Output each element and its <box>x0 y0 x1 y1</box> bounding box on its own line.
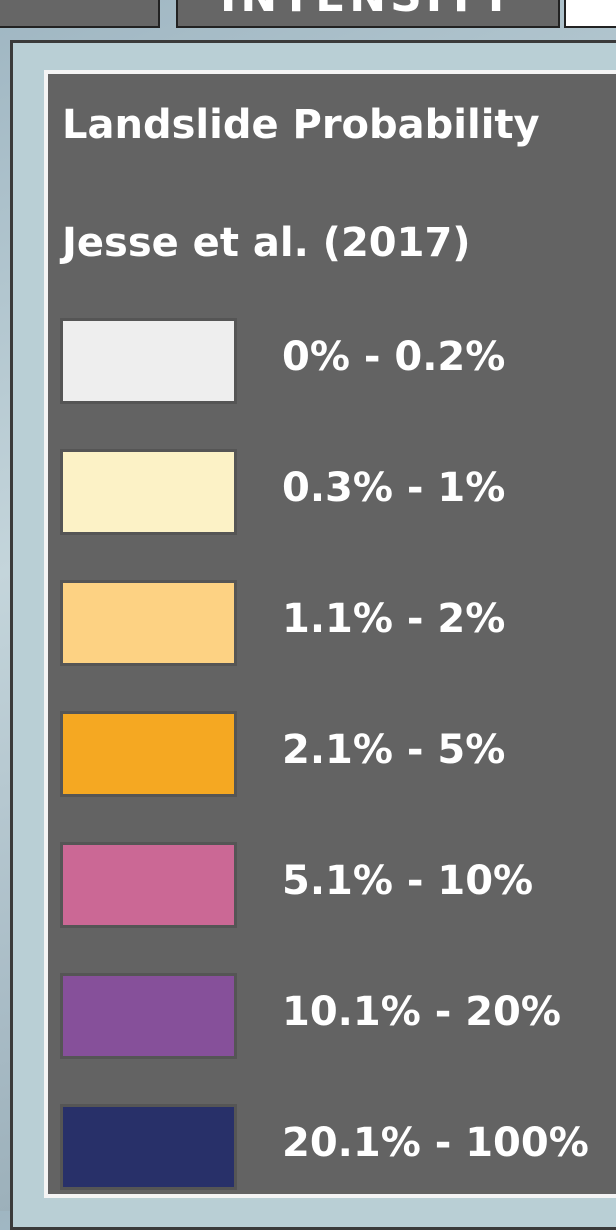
legend-swatch <box>60 842 237 928</box>
legend-title: Landslide Probability <box>62 102 540 148</box>
legend: Landslide Probability Jesse et al. (2017… <box>44 70 616 1198</box>
legend-item: 20.1% - 100% <box>60 1104 616 1194</box>
legend-label: 2.1% - 5% <box>282 727 505 773</box>
legend-label: 0.3% - 1% <box>282 465 505 511</box>
legend-swatch <box>60 711 237 797</box>
legend-swatch <box>60 973 237 1059</box>
legend-item: 2.1% - 5% <box>60 711 616 801</box>
legend-subtitle: Jesse et al. (2017) <box>62 220 471 266</box>
tab[interactable]: INTENSITY <box>176 0 560 28</box>
legend-swatch <box>60 580 237 666</box>
legend-item: 10.1% - 20% <box>60 973 616 1063</box>
page: INTENSITY Landslide Probability Jesse et… <box>0 0 616 1211</box>
legend-item: 5.1% - 10% <box>60 842 616 932</box>
legend-item: 0.3% - 1% <box>60 449 616 539</box>
legend-swatch <box>60 449 237 535</box>
legend-item: 0% - 0.2% <box>60 318 616 408</box>
legend-swatch <box>60 318 237 404</box>
legend-label: 20.1% - 100% <box>282 1120 589 1166</box>
legend-label: 5.1% - 10% <box>282 858 533 904</box>
tab[interactable] <box>564 0 616 28</box>
legend-swatch <box>60 1104 237 1190</box>
legend-item: 1.1% - 2% <box>60 580 616 670</box>
legend-label: 1.1% - 2% <box>282 596 505 642</box>
legend-label: 0% - 0.2% <box>282 334 505 380</box>
legend-label: 10.1% - 20% <box>282 989 561 1035</box>
tab[interactable] <box>0 0 160 28</box>
